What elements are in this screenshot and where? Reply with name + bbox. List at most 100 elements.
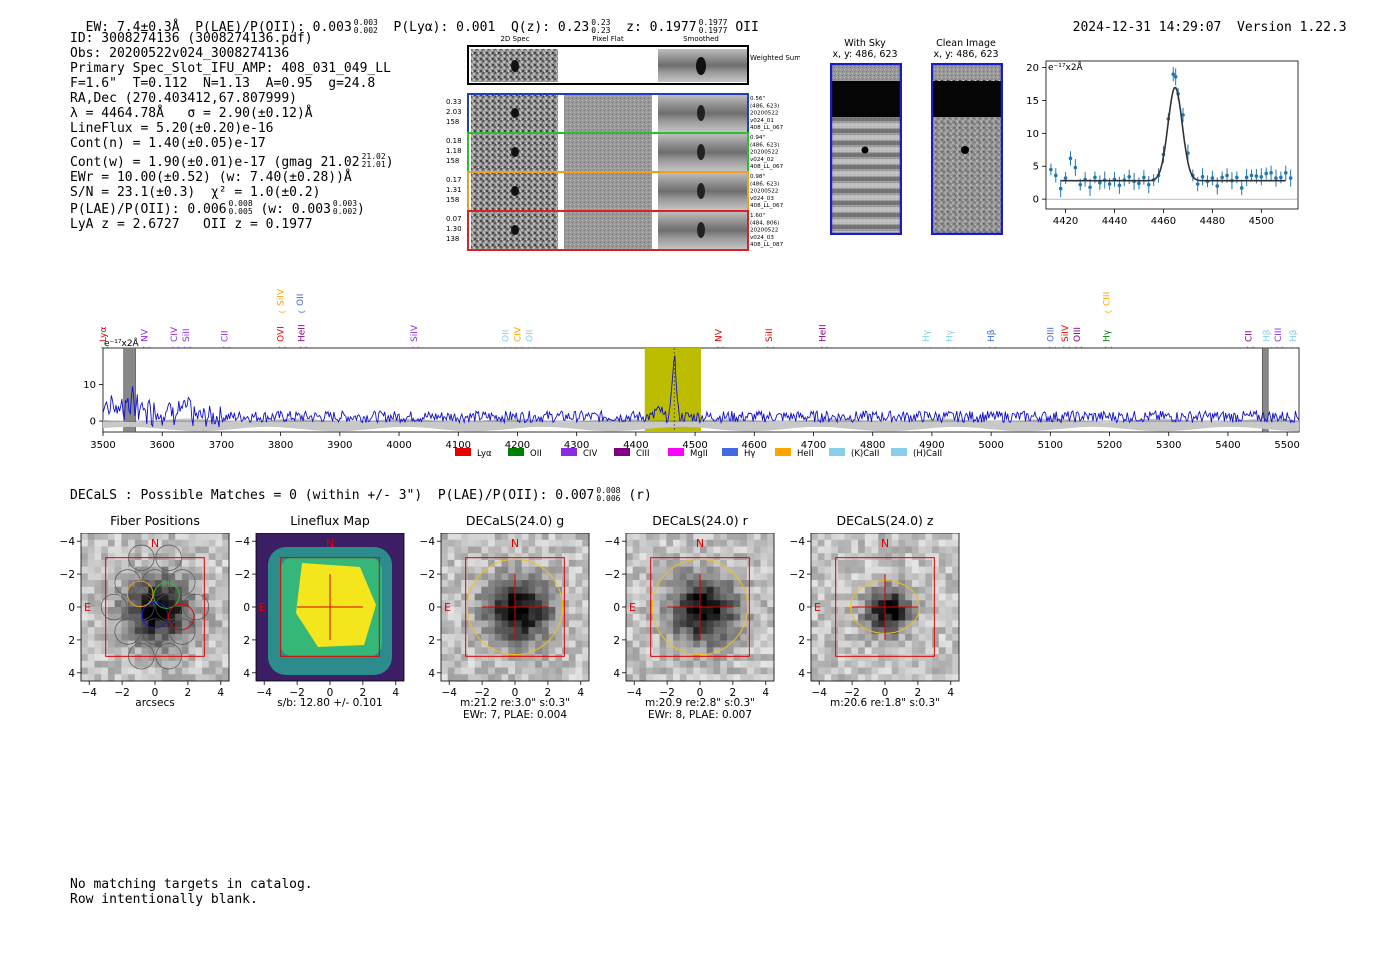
- cutout-pixel: [713, 546, 721, 554]
- cutout-pixel: [87, 586, 95, 594]
- cutout-pixel: [679, 586, 687, 594]
- cutout-pixel: [501, 633, 509, 641]
- cutout-pixel: [494, 667, 502, 675]
- cutout-pixel: [155, 613, 163, 621]
- cutout-pixel: [114, 654, 122, 662]
- cutout-pixel: [568, 660, 576, 668]
- cutout-pixel: [215, 553, 223, 561]
- info-plae: P(LAE)/P(OII): 0.006 0.008 0.005 (w: 0.003…: [70, 200, 394, 218]
- cutout-pixel: [467, 559, 475, 567]
- cutout-pixel: [202, 613, 210, 621]
- cutout-pixel: [646, 613, 654, 621]
- cutout-pixel: [706, 593, 714, 601]
- cutout-pixel: [945, 613, 953, 621]
- cutout-pixel: [481, 539, 489, 547]
- cutout-pixel: [932, 546, 940, 554]
- stamp-info-line: 1.60": [750, 213, 765, 219]
- fit-point: [1117, 183, 1122, 188]
- cutout-pixel: [811, 647, 819, 655]
- cutout-pixel: [107, 607, 115, 615]
- cutout-pixel: [925, 559, 933, 567]
- cutout-pixel: [541, 600, 549, 608]
- cutout-pixel: [175, 600, 183, 608]
- cutout-pixel: [454, 580, 462, 588]
- cutout-pixel: [141, 533, 149, 541]
- cutout-pixel: [693, 647, 701, 655]
- cutout-pixel: [168, 533, 176, 541]
- spec-xtick-label: 4900: [919, 440, 944, 451]
- cutout-pixel: [938, 533, 946, 541]
- cutout-pixel: [911, 660, 919, 668]
- fit-point: [1249, 173, 1254, 178]
- cutout-pixel: [864, 559, 872, 567]
- cutout-pixel: [844, 533, 852, 541]
- cutout-pixel: [195, 667, 203, 675]
- cutout-pixel: [575, 627, 583, 635]
- cutout-pixel: [753, 580, 761, 588]
- cutout-pixel: [646, 593, 654, 601]
- cutout-pixel: [568, 553, 576, 561]
- cutout-pixel: [568, 593, 576, 601]
- cutout-pixel: [474, 600, 482, 608]
- cutout-pixel: [911, 586, 919, 594]
- cutout-pixel: [878, 600, 886, 608]
- cutout-pixel: [945, 607, 953, 615]
- cutout-pixel: [693, 593, 701, 601]
- cutout-pixel: [639, 533, 647, 541]
- cutout-pixel: [938, 593, 946, 601]
- cutout-pixel: [202, 553, 210, 561]
- cutout-pixel: [898, 613, 906, 621]
- cutout-pixel: [646, 580, 654, 588]
- cutout-pixel: [441, 620, 449, 628]
- cutout-pixel: [188, 559, 196, 567]
- cutout-pixel: [891, 573, 899, 581]
- cutout-pixel: [652, 533, 660, 541]
- cutout-pixel: [652, 647, 660, 655]
- cutout-pixel: [673, 580, 681, 588]
- cutout-pixel: [467, 627, 475, 635]
- info-lineflux: LineFlux = 5.20(±0.20)e-16: [70, 121, 274, 136]
- cutout-pixel: [494, 539, 502, 547]
- cutout-pixel: [94, 553, 102, 561]
- cutout-pixel: [441, 600, 449, 608]
- cutout-pixel: [562, 654, 570, 662]
- cutout-pixel: [632, 627, 640, 635]
- cutout-pixel: [679, 553, 687, 561]
- cutout-pixel: [666, 660, 674, 668]
- cutout-pixel: [94, 607, 102, 615]
- cutout-pixel: [747, 627, 755, 635]
- cutout-pixel: [181, 633, 189, 641]
- cutout-pixel: [891, 647, 899, 655]
- cutout-pixel: [494, 580, 502, 588]
- cutout-pixel: [202, 539, 210, 547]
- fit-ytick-label: 0: [1033, 195, 1039, 206]
- spectral-line-bracket: {: [279, 310, 287, 314]
- cutout-pixel: [945, 660, 953, 668]
- with-sky-title: With Sky: [844, 38, 886, 49]
- cutout-pixel: [575, 647, 583, 655]
- cutout-pixel: [528, 593, 536, 601]
- cutout-pixel: [94, 546, 102, 554]
- cutout-pixel: [747, 620, 755, 628]
- full-spectrum-chart: Lyα{NV{CIV{SiII{CII{SiIV{OVI{OII{HeII{Si…: [83, 288, 1300, 459]
- cutout-pixel: [693, 607, 701, 615]
- cutout-pixel: [679, 674, 687, 682]
- cutout-pixel: [938, 633, 946, 641]
- decals-summary-end: (r): [628, 488, 652, 503]
- cutout-pixel: [659, 566, 667, 574]
- masked-region: [123, 347, 136, 433]
- cutout-pixel: [811, 600, 819, 608]
- cutout-pixel: [932, 620, 940, 628]
- cutout-pixel: [474, 607, 482, 615]
- cutout-pixel: [945, 580, 953, 588]
- cutout-pixel: [568, 559, 576, 567]
- cutout-pixel: [666, 654, 674, 662]
- cutout-pixel: [844, 593, 852, 601]
- cutout-pixel: [659, 586, 667, 594]
- cutout-pixel: [626, 559, 634, 567]
- cutout-pixel: [528, 660, 536, 668]
- cutout-pixel: [932, 627, 940, 635]
- legend-label: CIII: [636, 449, 649, 459]
- cutout-xtick-label: 2: [360, 687, 367, 699]
